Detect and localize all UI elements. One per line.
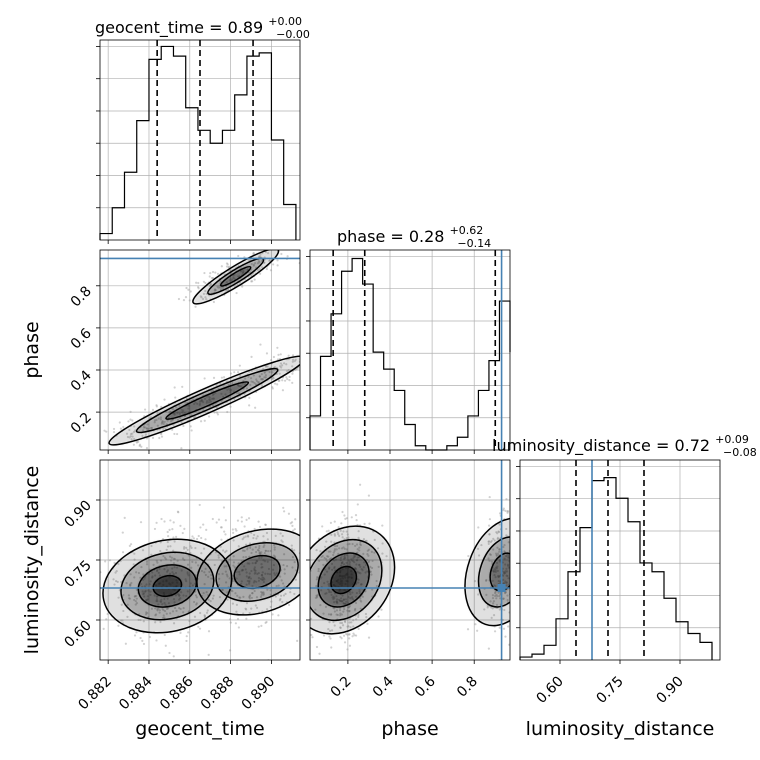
title-phase-sub: −0.14: [457, 237, 491, 250]
x-tick-label: 0.2: [328, 674, 355, 701]
x-tick-label: 0.888: [198, 674, 238, 714]
x-tick-label: 0.8: [454, 674, 481, 701]
y-tick-label: 0.8: [68, 283, 95, 310]
axes-frame: [309, 249, 511, 451]
contour-line: [477, 536, 510, 608]
contour-line: [233, 554, 281, 590]
contour-line: [137, 564, 198, 608]
contour-line: [310, 525, 396, 635]
histogram-step: [309, 257, 511, 451]
density: [310, 518, 510, 634]
title-geocent-time-label: geocent_time = 0.89: [95, 18, 263, 38]
contour-line: [330, 565, 358, 595]
title-geocent-time-sub: −0.00: [276, 28, 310, 41]
contour-line: [310, 538, 383, 622]
xlabel-phase: phase: [381, 718, 438, 740]
x-tick-label: 0.884: [116, 673, 156, 713]
y-tick-label: 0.2: [68, 410, 95, 437]
contours: [108, 250, 300, 446]
axes-frame: [99, 459, 301, 661]
ylabel-phase: phase: [21, 321, 43, 378]
y-tick-label: 0.4: [68, 367, 95, 394]
contour-line: [489, 552, 510, 592]
contour-line: [135, 367, 279, 434]
contour-line: [152, 574, 183, 598]
xlabel-geocent-time: geocent_time: [135, 718, 264, 740]
y-tick-label: 0.60: [61, 618, 94, 651]
panel-luminosity-distance-vs-phase: [306, 459, 511, 664]
contour-line: [215, 542, 299, 602]
title-geocent-time: geocent_time = 0.89 +0.00 −0.00: [95, 10, 310, 41]
title-luminosity-distance-sup: +0.09: [715, 433, 749, 446]
histogram-step: [99, 45, 297, 240]
title-luminosity-distance: luminosity_distance = 0.72 +0.09 −0.08: [492, 428, 757, 459]
panel-geocent-time-hist: [96, 39, 301, 244]
panel-luminosity-distance-hist: [516, 459, 721, 664]
axes-frame: [99, 39, 301, 241]
histogram-step: [519, 477, 713, 660]
title-phase-label: phase = 0.28: [337, 227, 444, 246]
title-luminosity-distance-sub: −0.08: [723, 446, 757, 459]
contour-line: [108, 355, 300, 446]
title-luminosity-distance-label: luminosity_distance = 0.72: [492, 436, 710, 456]
density: [109, 250, 300, 445]
x-tick-label: 0.890: [239, 674, 279, 714]
contour-line: [219, 265, 252, 287]
x-tick-label: 0.6: [412, 673, 439, 700]
contour-line: [102, 538, 233, 634]
y-tick-label: 0.6: [68, 325, 95, 352]
axes-frame: [519, 459, 721, 661]
xlabel-luminosity-distance: luminosity_distance: [526, 718, 715, 740]
panel-phase-hist: [306, 249, 511, 454]
truth-marker: [497, 584, 506, 592]
title-phase-sup: +0.62: [450, 224, 484, 237]
x-tick-label: 0.882: [75, 674, 115, 714]
x-tick-label: 0.886: [157, 673, 197, 713]
x-tick-label: 0.90: [653, 674, 686, 707]
density: [102, 529, 300, 633]
contour-line: [464, 517, 510, 627]
title-geocent-time-sup: +0.00: [268, 15, 302, 28]
contour-line: [317, 552, 370, 608]
y-tick-label: 0.75: [61, 558, 94, 591]
x-tick-label: 0.75: [593, 674, 626, 707]
contours: [310, 517, 510, 635]
axes-frame: [99, 249, 301, 451]
samples: [103, 250, 300, 450]
x-tick-label: 0.4: [370, 673, 397, 700]
panel-phase-vs-geocent-time: [96, 249, 301, 454]
contour-line: [120, 551, 215, 621]
contours: [102, 528, 300, 634]
title-phase: phase = 0.28 +0.62 −0.14: [337, 219, 491, 250]
y-tick-label: 0.90: [61, 498, 94, 531]
contour-line: [165, 381, 250, 420]
ylabel-luminosity-distance: luminosity_distance: [21, 466, 43, 655]
tick-labels: 0.882 0.884 0.886 0.888 0.890 0.2 0.4 0.6 0.8 0.6…: [61, 283, 686, 713]
contour-line: [196, 528, 300, 616]
axes-frame: [309, 459, 511, 661]
x-tick-label: 0.60: [533, 674, 566, 707]
panel-luminosity-distance-vs-geocent-time: [96, 459, 301, 664]
